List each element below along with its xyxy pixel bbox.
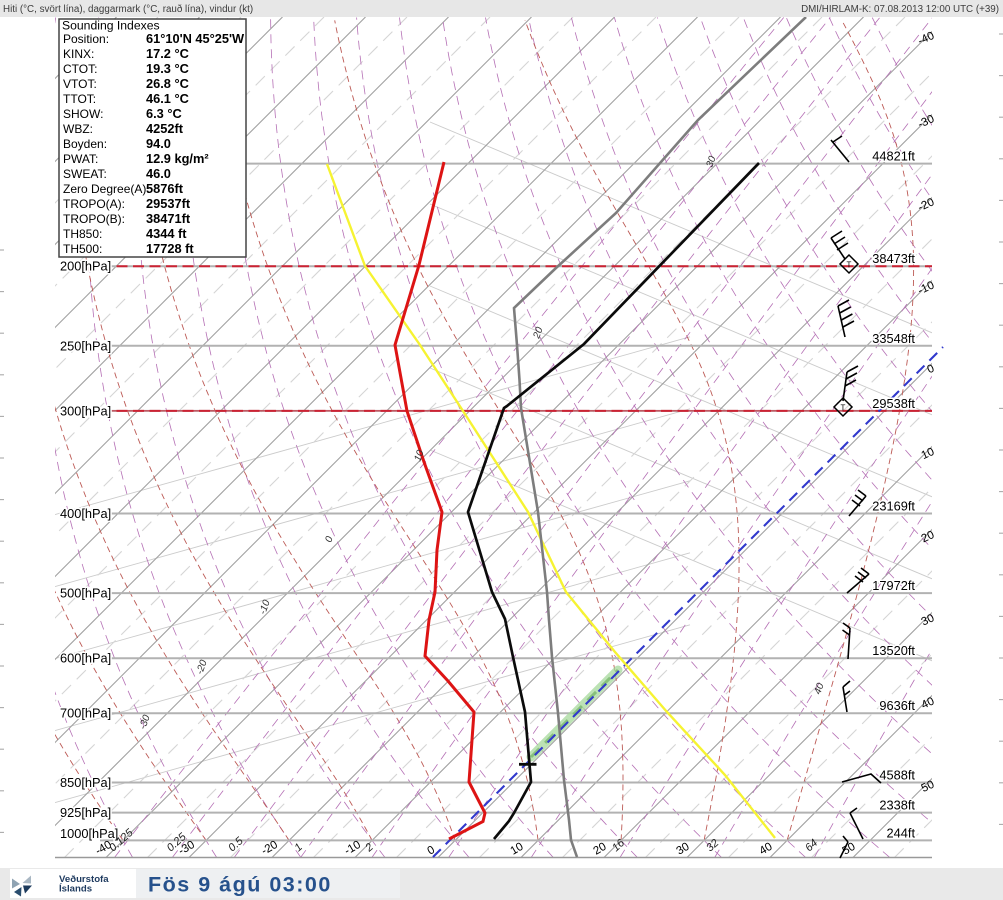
svg-text:TROPO(A):: TROPO(A): (63, 197, 125, 211)
svg-text:6.3 °C: 6.3 °C (146, 106, 182, 121)
svg-text:30: 30 (920, 612, 937, 628)
svg-text:5876ft: 5876ft (146, 181, 184, 196)
svg-text:WBZ:: WBZ: (63, 122, 93, 136)
svg-text:VTOT:: VTOT: (63, 77, 97, 91)
svg-text:PWAT:: PWAT: (63, 152, 98, 166)
svg-text:26.8 °C: 26.8 °C (146, 76, 189, 91)
svg-text:38471ft: 38471ft (146, 211, 191, 226)
svg-text:-10: -10 (257, 598, 272, 616)
svg-text:1000[hPa]: 1000[hPa] (60, 826, 118, 841)
svg-text:0: 0 (426, 844, 438, 858)
svg-text:Boyden:: Boyden: (63, 137, 107, 151)
svg-text:29537ft: 29537ft (146, 196, 191, 211)
svg-text:Sounding Indexes: Sounding Indexes (62, 19, 160, 33)
svg-text:200[hPa]: 200[hPa] (60, 259, 111, 274)
svg-text:Hiti (°C, svört lína), daggarm: Hiti (°C, svört lína), daggarmark (°C, r… (3, 4, 253, 15)
svg-text:23169ft: 23169ft (872, 499, 915, 514)
svg-text:-20: -20 (194, 658, 209, 676)
svg-text:40: 40 (758, 841, 775, 858)
svg-text:4588ft: 4588ft (879, 767, 915, 782)
svg-text:4252ft: 4252ft (146, 121, 184, 136)
svg-text:TROPO(B):: TROPO(B): (63, 212, 125, 226)
svg-text:30: 30 (704, 154, 718, 169)
svg-text:20: 20 (531, 325, 546, 341)
svg-text:Íslands: Íslands (59, 883, 92, 895)
svg-text:13520ft: 13520ft (872, 643, 915, 658)
svg-text:12.9 kg/m²: 12.9 kg/m² (146, 151, 209, 166)
svg-text:TTOT:: TTOT: (63, 92, 96, 106)
svg-text:38473ft: 38473ft (872, 251, 915, 266)
svg-text:4344 ft: 4344 ft (146, 226, 187, 241)
svg-text:33548ft: 33548ft (872, 331, 915, 346)
svg-text:46.0: 46.0 (146, 166, 171, 181)
svg-text:Fös 9 ágú 03:00: Fös 9 ágú 03:00 (148, 873, 332, 897)
svg-text:Veðurstofa: Veðurstofa (59, 874, 109, 885)
svg-text:10: 10 (412, 448, 426, 463)
svg-text:50: 50 (841, 841, 858, 858)
svg-text:40: 40 (920, 695, 937, 711)
svg-text:SHOW:: SHOW: (63, 107, 103, 121)
svg-text:DMI/HIRLAM-K: 07.08.2013 12:00: DMI/HIRLAM-K: 07.08.2013 12:00 UTC (+39) (801, 4, 999, 15)
svg-text:10: 10 (509, 841, 526, 858)
svg-text:Zero Degree(A):: Zero Degree(A): (63, 182, 150, 196)
svg-text:20: 20 (920, 529, 937, 545)
svg-text:19.3 °C: 19.3 °C (146, 61, 189, 76)
svg-text:10: 10 (920, 446, 937, 462)
svg-text:17.2 °C: 17.2 °C (146, 46, 189, 61)
svg-text:17728 ft: 17728 ft (146, 241, 194, 256)
svg-text:T: T (841, 404, 846, 413)
svg-text:Position:: Position: (63, 32, 109, 46)
svg-text:500[hPa]: 500[hPa] (60, 586, 111, 601)
svg-text:-30: -30 (137, 713, 152, 731)
svg-text:46.1 °C: 46.1 °C (146, 91, 189, 106)
svg-text:SWEAT:: SWEAT: (63, 167, 107, 181)
svg-text:61°10'N 45°25'W: 61°10'N 45°25'W (146, 31, 245, 46)
svg-text:30: 30 (675, 841, 692, 858)
svg-text:17972ft: 17972ft (872, 578, 915, 593)
svg-text:CTOT:: CTOT: (63, 62, 97, 76)
svg-text:20: 20 (592, 841, 609, 858)
svg-text:600[hPa]: 600[hPa] (60, 651, 111, 666)
svg-text:2338ft: 2338ft (879, 798, 915, 813)
svg-text:TH850:: TH850: (63, 227, 102, 241)
svg-text:TH500:: TH500: (63, 242, 102, 256)
svg-text:0: 0 (323, 535, 335, 544)
svg-text:50: 50 (920, 779, 937, 795)
svg-text:250[hPa]: 250[hPa] (60, 338, 111, 353)
svg-text:300[hPa]: 300[hPa] (60, 403, 111, 418)
svg-text:400[hPa]: 400[hPa] (60, 506, 111, 521)
svg-text:40: 40 (812, 681, 826, 696)
svg-text:94.0: 94.0 (146, 136, 171, 151)
svg-text:9636ft: 9636ft (879, 698, 915, 713)
svg-text:KINX:: KINX: (63, 47, 94, 61)
svg-text:29538ft: 29538ft (872, 396, 915, 411)
svg-text:T: T (847, 261, 852, 270)
svg-text:700[hPa]: 700[hPa] (60, 706, 111, 721)
svg-text:850[hPa]: 850[hPa] (60, 775, 111, 790)
svg-text:925[hPa]: 925[hPa] (60, 805, 111, 820)
svg-text:244ft: 244ft (887, 825, 916, 840)
svg-text:0: 0 (925, 363, 936, 377)
svg-text:44821ft: 44821ft (872, 149, 915, 164)
